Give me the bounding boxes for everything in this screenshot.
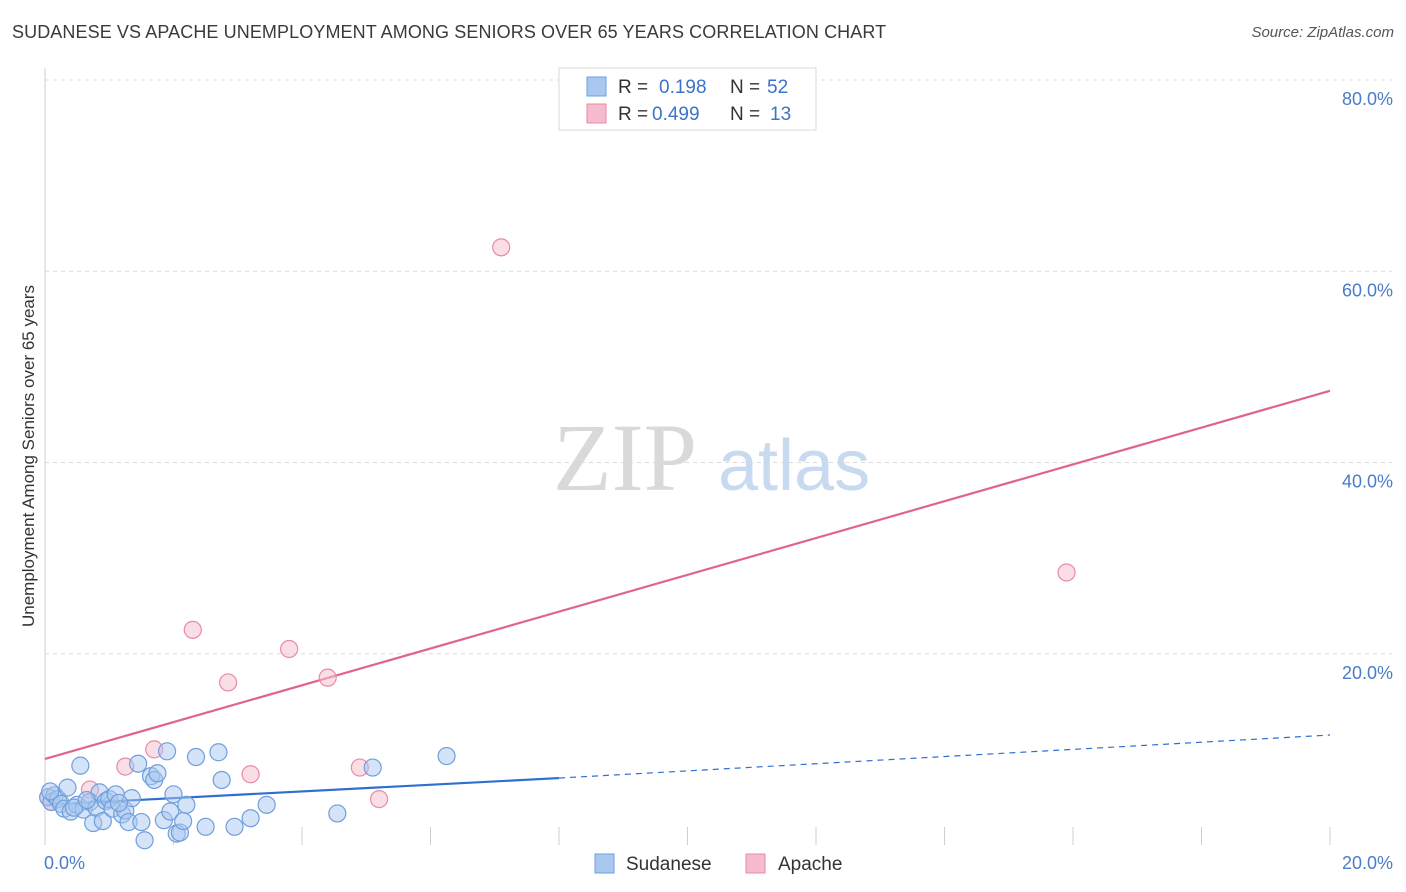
legend-n-value-2: 13: [770, 104, 791, 125]
point-sudanese: [328, 804, 347, 823]
legend-r-value-2: 0.499: [652, 104, 700, 125]
point-sudanese: [148, 764, 167, 783]
point-apache: [318, 668, 337, 687]
watermark: ZIP atlas: [553, 404, 870, 511]
point-sudanese: [212, 770, 231, 790]
legend-swatch-apache: [586, 103, 607, 124]
legend-r-label-1: R =: [618, 77, 648, 98]
bottom-legend-swatch-sudanese: [594, 853, 615, 874]
stats-legend: R = 0.198 N = 52 R = 0.499 N = 13: [558, 67, 817, 131]
point-apache: [492, 238, 511, 257]
point-apache: [219, 673, 238, 692]
x-tick-label: 20.0%: [1342, 853, 1393, 873]
point-sudanese: [177, 795, 196, 814]
point-sudanese: [437, 746, 456, 766]
point-apache: [1057, 563, 1076, 582]
legend-n-label-2: N =: [730, 104, 760, 125]
point-sudanese: [363, 758, 382, 777]
point-apache: [370, 789, 389, 809]
legend-n-value-1: 52: [767, 77, 788, 98]
point-sudanese: [186, 747, 206, 767]
point-sudanese: [58, 778, 77, 797]
axes-layer: 20.0% 40.0% 60.0% 80.0% 0.0% 20.0%: [44, 68, 1393, 873]
point-sudanese: [161, 802, 180, 821]
bottom-legend-label-apache: Apache: [778, 854, 842, 875]
y-tick-label: 40.0%: [1342, 472, 1393, 492]
point-sudanese: [257, 795, 276, 814]
point-sudanese: [129, 754, 148, 773]
point-apache: [241, 765, 260, 784]
grid-layer: [45, 79, 1392, 655]
point-sudanese: [174, 811, 193, 831]
bottom-legend-swatch-apache: [745, 853, 766, 874]
point-sudanese: [209, 743, 228, 762]
watermark-zip: ZIP: [553, 404, 697, 511]
watermark-atlas: atlas: [718, 426, 870, 506]
points-layer: [39, 238, 1076, 850]
chart-title: SUDANESE VS APACHE UNEMPLOYMENT AMONG SE…: [12, 22, 887, 42]
point-sudanese: [196, 817, 215, 836]
y-tick-label: 20.0%: [1342, 663, 1393, 683]
bottom-legend-label-sudanese: Sudanese: [626, 854, 712, 875]
point-sudanese: [132, 812, 151, 832]
point-sudanese: [135, 831, 154, 850]
y-tick-label: 60.0%: [1342, 280, 1393, 300]
point-sudanese: [157, 742, 177, 761]
trend-line-sudanese-extension: [558, 734, 1331, 779]
point-sudanese: [241, 809, 260, 828]
point-sudanese: [71, 756, 90, 775]
y-axis-label: Unemployment Among Seniors over 65 years: [19, 285, 38, 627]
series-legend: Sudanese Apache: [594, 853, 842, 875]
legend-r-value-1: 0.198: [659, 77, 707, 98]
point-apache: [280, 639, 299, 659]
point-sudanese: [93, 811, 112, 831]
x-tick-label: 0.0%: [44, 853, 85, 873]
legend-swatch-sudanese: [586, 76, 607, 97]
point-sudanese: [41, 782, 60, 801]
point-sudanese: [225, 817, 244, 836]
legend-n-label-1: N =: [730, 77, 760, 98]
point-sudanese: [77, 790, 96, 810]
y-tick-label: 80.0%: [1342, 89, 1393, 109]
legend-r-label-2: R =: [618, 104, 648, 125]
point-sudanese: [164, 785, 183, 804]
trend-line-apache: [44, 389, 1331, 760]
point-apache: [183, 620, 202, 639]
chart-source: Source: ZipAtlas.com: [1251, 24, 1394, 41]
point-sudanese: [109, 793, 128, 813]
